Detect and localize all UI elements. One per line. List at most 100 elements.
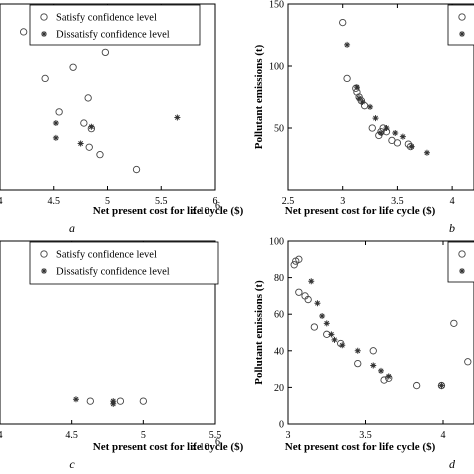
data-point-star xyxy=(331,336,338,343)
x-tick-label: 3.5 xyxy=(391,196,404,207)
data-point-circle xyxy=(84,94,92,102)
data-point-star xyxy=(378,129,384,136)
data-point-circle xyxy=(116,397,125,405)
x-tick-label: 4 xyxy=(0,430,3,441)
x-tick-label: 2.5 xyxy=(282,196,295,207)
panel-label: b xyxy=(449,221,455,235)
data-point-star xyxy=(392,129,399,136)
legend-label: Satisfy confidence level xyxy=(56,250,157,261)
x-tick-label: 5.5 xyxy=(209,430,222,441)
panel-label: d xyxy=(449,457,456,471)
legend-box xyxy=(447,4,474,46)
x-tick-label: 4.5 xyxy=(48,196,61,207)
panel-label: c xyxy=(69,457,75,471)
legend-marker-star xyxy=(41,268,47,274)
plot-frame xyxy=(0,240,216,425)
y-tick-label: 80 xyxy=(274,273,284,284)
data-point-circle xyxy=(450,319,458,327)
data-point-star xyxy=(383,125,390,131)
x-tick-label: 3 xyxy=(340,196,345,207)
data-point-circle xyxy=(369,347,377,355)
data-point-star xyxy=(174,114,181,121)
chart-panel-b: 2.5 3 3.5 4 50 100 150 Net present cost for lif… xyxy=(253,0,474,235)
data-point-star xyxy=(438,382,445,389)
x-tick-label: 3.5 xyxy=(359,430,372,441)
data-point-star xyxy=(344,41,351,48)
legend-label: Satisfy confidence level xyxy=(56,13,157,24)
y-tick-label: 100 xyxy=(269,237,284,248)
x-tick-label: 4.5 xyxy=(65,430,78,441)
y-tick-label: 50 xyxy=(274,124,284,135)
legend-box xyxy=(447,241,474,283)
data-point-star xyxy=(372,115,379,122)
y-tick-label: 40 xyxy=(274,346,284,357)
legend-marker-circle xyxy=(458,13,466,21)
legend-marker-circle xyxy=(40,250,48,258)
data-point-star xyxy=(52,134,59,141)
x-tick-label: 4 xyxy=(441,430,446,441)
data-point-star xyxy=(408,143,415,150)
data-point-circle xyxy=(86,397,94,405)
legend-label: Dissatisfy confidence level xyxy=(56,30,170,41)
data-point-star xyxy=(353,84,360,91)
data-point-star xyxy=(370,362,377,369)
y-axis-label: Pollutant emissions (t) xyxy=(253,44,265,149)
data-point-circle xyxy=(339,18,347,27)
legend-marker-star xyxy=(459,31,465,37)
data-point-circle xyxy=(357,97,365,105)
x-tick-label: 4 xyxy=(0,196,3,207)
legend: Satisfy confidence level Dissatisfy confi… xyxy=(29,241,219,285)
x-tick-label: 4 xyxy=(450,196,455,207)
x-axis-multiplier-exponent: 6 xyxy=(215,437,220,448)
data-point-star xyxy=(110,398,117,405)
data-point-circle xyxy=(101,48,110,57)
legend: Satisfy confidence level Dissatisfy confi… xyxy=(29,4,201,46)
y-tick-label: 100 xyxy=(269,62,284,73)
data-point-circle xyxy=(368,124,376,132)
data-point-star xyxy=(328,331,335,338)
data-point-circle xyxy=(139,397,147,405)
y-tick-label: 0 xyxy=(279,420,284,431)
legend-box xyxy=(29,4,201,46)
x-tick-label: 3 xyxy=(286,430,291,441)
data-point-star xyxy=(52,120,59,127)
panel-label: a xyxy=(69,221,75,235)
data-point-circle xyxy=(69,63,77,71)
legend-box xyxy=(29,241,219,285)
legend-marker-circle xyxy=(458,250,466,258)
data-point-circle xyxy=(375,131,383,140)
data-point-circle xyxy=(343,74,351,83)
x-tick-label: 5 xyxy=(141,430,146,441)
data-point-star xyxy=(77,140,84,147)
data-point-star xyxy=(339,342,346,349)
data-point-circle xyxy=(19,28,28,36)
y-tick-label: 60 xyxy=(274,310,284,321)
legend-label: Dissatisfy confidence level xyxy=(56,267,170,278)
x-tick-label: 6 xyxy=(213,196,218,207)
x-axis-multiplier-exponent: 6 xyxy=(215,201,220,212)
data-point-circle xyxy=(85,143,93,151)
y-tick-label: 150 xyxy=(269,0,284,11)
data-point-circle xyxy=(295,255,303,263)
data-point-circle xyxy=(55,108,63,116)
data-point-star xyxy=(385,373,392,380)
x-axis-multiplier: x 10 xyxy=(192,442,210,453)
data-point-star xyxy=(72,396,79,403)
data-point-star xyxy=(367,103,374,110)
data-point-circle xyxy=(354,359,362,368)
x-tick-label: 5.5 xyxy=(155,196,168,207)
data-point-circle xyxy=(393,139,402,147)
data-point-circle xyxy=(352,84,360,92)
data-point-star xyxy=(399,133,406,140)
data-point-circle xyxy=(290,261,298,269)
data-point-circle xyxy=(380,376,388,384)
data-point-circle xyxy=(464,358,472,366)
plot-frame xyxy=(287,3,474,191)
data-point-star xyxy=(88,123,95,130)
